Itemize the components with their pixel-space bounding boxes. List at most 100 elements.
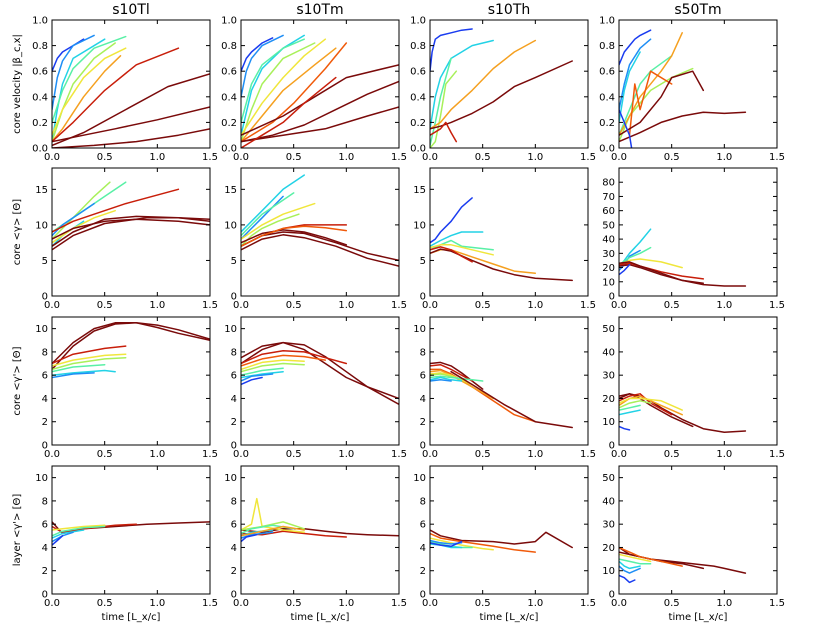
y-tick-label: 0: [609, 590, 615, 601]
series-line: [52, 363, 106, 373]
series-line: [52, 47, 127, 136]
series-line: [52, 38, 106, 143]
series-line: [430, 376, 463, 382]
panel-0-2: 0.0 0.5 1.0 1.5 0.0 0.2 0.4 0.6 0.8 1.0: [410, 16, 596, 164]
y-tick-label: 0: [609, 441, 615, 452]
panel-frame: [429, 167, 589, 297]
y-tick-label: 0.4: [32, 92, 48, 103]
series-line: [241, 225, 348, 247]
series-line: [430, 361, 484, 390]
x-tick-label: 0.0: [233, 300, 249, 311]
series-line: [619, 55, 673, 136]
y-tick-label: 70: [602, 192, 615, 203]
x-tick-label: 0.0: [44, 449, 60, 460]
x-tick-label: 1.5: [202, 300, 218, 311]
y-tick-label: 0: [231, 292, 237, 303]
series-line: [430, 363, 473, 382]
y-tick-label: 4: [42, 394, 48, 405]
x-tick-label: 1.5: [769, 598, 785, 609]
x-tick-label: 1.0: [338, 300, 354, 311]
series-line: [52, 202, 95, 237]
series-line: [241, 354, 327, 367]
series-line: [52, 535, 64, 546]
panel-series-group: [52, 322, 210, 379]
panel-series-group: [241, 497, 399, 543]
x-tick-label: 1.0: [716, 449, 732, 460]
series-line: [619, 400, 652, 409]
x-tick-label: 0.0: [422, 152, 438, 163]
series-line: [52, 181, 111, 240]
x-tick-label: 0.5: [97, 598, 113, 609]
x-tick-label: 0.0: [233, 598, 249, 609]
series-line: [430, 540, 463, 548]
y-tick-label: 0.6: [410, 67, 426, 78]
series-line: [619, 409, 641, 416]
x-tick-label: 0.0: [611, 449, 627, 460]
series-line: [619, 70, 705, 136]
panel-0-0: 0.0 0.5 1.0 1.5 0.0 0.2 0.4 0.6 0.8 1.0: [32, 16, 218, 164]
series-line: [619, 574, 636, 584]
x-tick-label: 0.0: [44, 300, 60, 311]
y-tick-label: 0.8: [410, 41, 426, 52]
series-line: [619, 393, 747, 433]
x-tick-label: 0.5: [664, 598, 680, 609]
series-line: [52, 345, 127, 365]
x-tick-label: 0.5: [475, 152, 491, 163]
series-line: [241, 370, 284, 379]
y-tick-label: 0: [420, 590, 426, 601]
series-line: [619, 397, 683, 411]
x-tick-label: 1.5: [580, 152, 596, 163]
x-axis-label: time [L_x/c]: [291, 612, 350, 623]
column-title: s50Tm: [674, 2, 721, 18]
y-tick-label: 10: [35, 473, 48, 484]
series-line: [241, 362, 305, 373]
y-tick-label: 30: [602, 371, 615, 382]
y-tick-label: 2: [420, 417, 426, 428]
y-tick-label: 50: [602, 324, 615, 335]
series-line: [619, 565, 641, 574]
y-tick-label: 40: [602, 347, 615, 358]
series-line: [450, 370, 573, 429]
panel-frame: [429, 316, 589, 446]
panel-frame: [51, 465, 211, 595]
x-tick-label: 0.5: [97, 152, 113, 163]
y-tick-label: 10: [224, 324, 237, 335]
y-tick-label: 0: [420, 292, 426, 303]
y-tick-label: 8: [42, 347, 48, 358]
x-tick-label: 0.0: [233, 152, 249, 163]
x-tick-label: 1.5: [202, 598, 218, 609]
series-line: [52, 42, 116, 143]
panel-frame: [618, 167, 778, 297]
y-tick-label: 0.8: [599, 41, 615, 52]
x-tick-label: 0.0: [611, 598, 627, 609]
series-line: [430, 197, 473, 244]
y-tick-label: 40: [602, 235, 615, 246]
x-tick-label: 1.0: [149, 598, 165, 609]
series-line: [241, 42, 316, 143]
x-tick-label: 0.5: [286, 300, 302, 311]
series-line: [241, 38, 305, 124]
series-line: [52, 523, 138, 534]
y-tick-label: 0: [231, 590, 237, 601]
x-tick-label: 1.0: [527, 300, 543, 311]
x-tick-label: 1.0: [527, 152, 543, 163]
y-tick-label: 10: [224, 220, 237, 231]
y-axis-label: core <γ'> [Θ]: [12, 346, 23, 415]
x-tick-label: 0.5: [475, 598, 491, 609]
x-tick-label: 0.0: [422, 598, 438, 609]
panel-series-group: [619, 393, 747, 433]
x-tick-label: 1.5: [391, 152, 407, 163]
y-axis-label: layer <γ'> [Θ]: [12, 494, 23, 567]
series-line: [619, 558, 652, 565]
panel-frame: [240, 316, 400, 446]
x-tick-label: 0.0: [611, 300, 627, 311]
y-tick-label: 0.2: [32, 118, 48, 129]
series-line: [619, 32, 683, 136]
series-line: [52, 529, 85, 539]
series-line: [241, 202, 316, 240]
x-tick-label: 0.5: [664, 449, 680, 460]
panel-3-1: 0.0 0.5 1.0 1.5 0 2 4 6 8 10 time [L_x/c]: [224, 465, 407, 623]
y-axis-label: core <γ> [Θ]: [12, 199, 23, 265]
x-tick-label: 1.0: [149, 152, 165, 163]
